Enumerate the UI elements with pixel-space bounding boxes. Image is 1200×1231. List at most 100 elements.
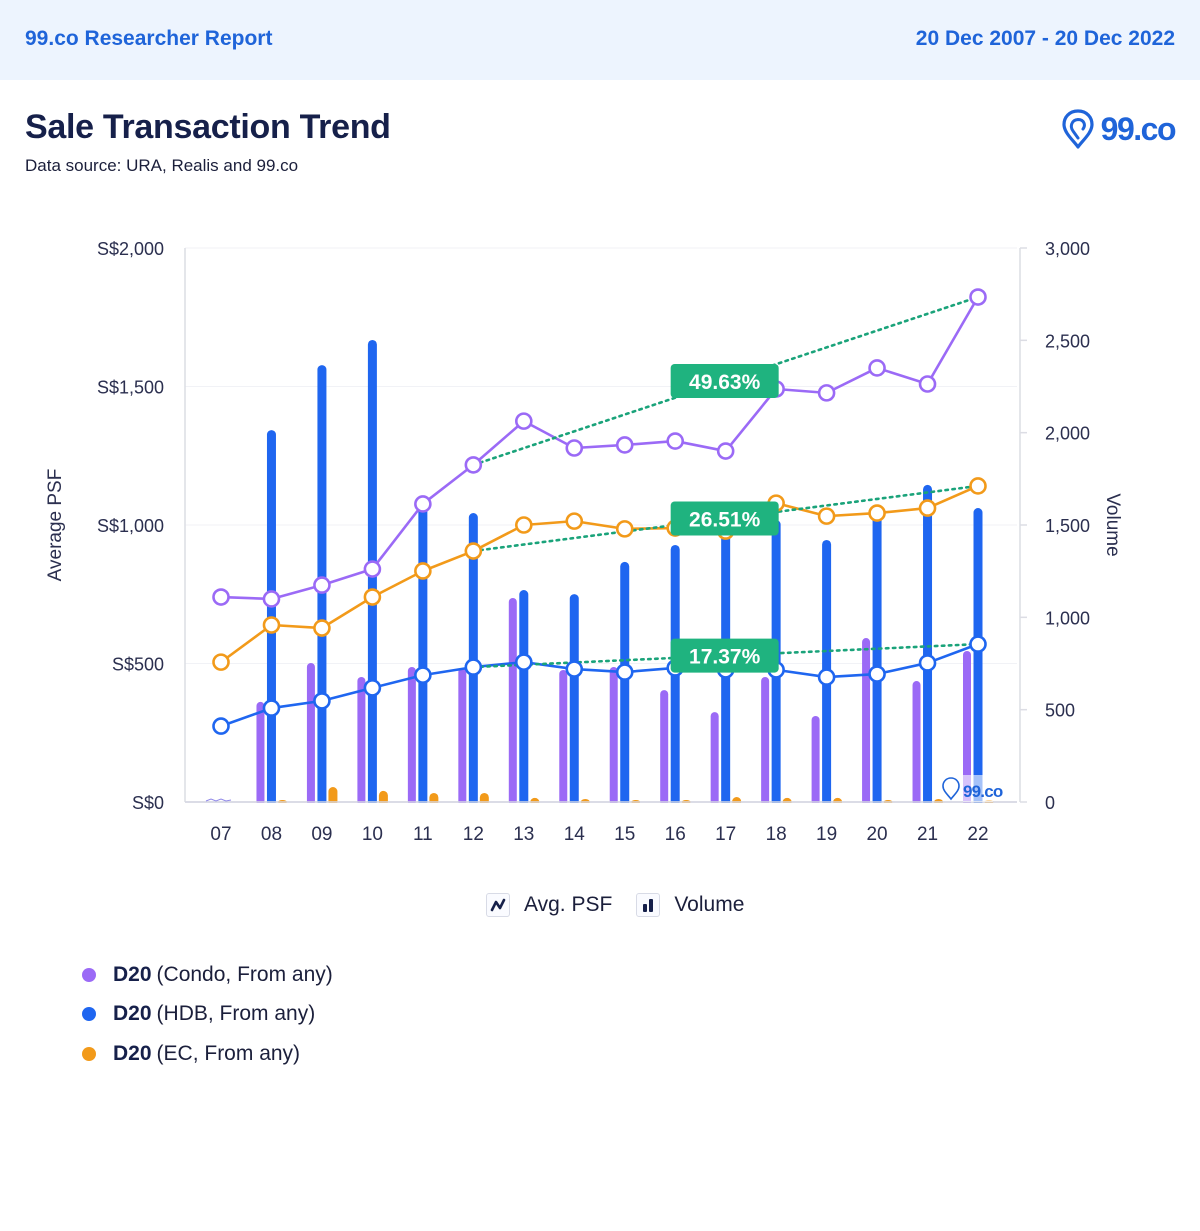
- y-right-tick-label: 500: [1045, 701, 1075, 721]
- y-right-tick-label: 0: [1045, 793, 1055, 813]
- condo-avg-psf-point: [313, 576, 331, 594]
- series-district: D20: [113, 1041, 152, 1065]
- y-right-tick-label: 2,500: [1045, 331, 1090, 351]
- hdb-volume-bar: [418, 505, 428, 807]
- series-legend-hdb[interactable]: D20 (HDB, From any): [82, 995, 333, 1035]
- hdb-trend-label-box: [670, 638, 779, 673]
- condo-avg-psf-point: [262, 590, 281, 608]
- x-tick-label: 22: [967, 824, 988, 845]
- legend-toggle-volume-label: Volume: [674, 893, 745, 916]
- series-descriptor: (Condo, From any): [156, 962, 333, 986]
- bar-chart-icon: [636, 893, 661, 917]
- page-title: Sale Transaction Trend: [25, 108, 391, 146]
- ec-avg-psf-point: [212, 653, 230, 671]
- condo-volume-bar: [761, 676, 770, 806]
- condo-avg-psf-point: [666, 432, 685, 450]
- x-tick-label: 18: [766, 824, 787, 845]
- hdb-avg-psf-point: [969, 635, 987, 653]
- y-left-tick-label: S$0: [132, 793, 164, 813]
- condo-avg-psf-point: [514, 412, 533, 430]
- condo-volume-bar: [862, 638, 871, 806]
- condo-avg-psf-point: [363, 560, 382, 578]
- condo-avg-psf-line: [220, 296, 980, 601]
- hdb-avg-psf-point: [262, 699, 281, 717]
- y-right-axis-title: Volume: [1102, 493, 1123, 556]
- grid-lines: [185, 247, 1017, 664]
- hdb-volume-bar: [620, 561, 630, 807]
- condo-volume-bar: [963, 650, 971, 806]
- condo-avg-psf-point: [414, 495, 432, 513]
- x-tick-label: 21: [917, 824, 938, 845]
- location-pin-icon: [942, 777, 960, 801]
- hdb-avg-psf-point: [212, 717, 230, 735]
- ec-avg-psf-point: [969, 477, 987, 495]
- watermark-text: 99.co: [963, 782, 1003, 801]
- trend-labels: 49.63% 26.51% 17.37%: [670, 363, 779, 673]
- hdb-avg-psf-point: [464, 658, 483, 676]
- baseline-mask: [186, 803, 1018, 813]
- condo-avg-psf-point: [868, 359, 886, 377]
- legend-toggle-volume[interactable]: Volume: [636, 893, 744, 917]
- condo-volume-bar: [407, 667, 416, 806]
- ec-avg-psf-line: [220, 484, 979, 664]
- condo-avg-psf-point: [716, 442, 735, 460]
- report-header: 99.co Researcher Report 20 Dec 2007 - 20…: [0, 0, 1200, 80]
- ec-avg-psf-point: [464, 542, 483, 560]
- series-legend-condo[interactable]: D20 (Condo, From any): [82, 955, 333, 995]
- condo-volume-bar: [508, 597, 517, 806]
- hdb-avg-psf-point: [514, 653, 533, 671]
- condo-avg-psf-point: [615, 436, 634, 454]
- condo-volume-bar: [811, 715, 820, 806]
- series-legend-ec[interactable]: D20 (EC, From any): [82, 1034, 333, 1074]
- x-tick-label: 12: [463, 824, 484, 845]
- series-descriptor: (EC, From any): [156, 1041, 301, 1065]
- report-brand: 99.co Researcher Report: [25, 27, 273, 50]
- condo-avg-psf-point: [918, 375, 937, 393]
- x-tick-label: 09: [311, 824, 332, 845]
- condo-volume-bar: [559, 669, 568, 806]
- ec-avg-psf-point: [363, 588, 382, 606]
- date-range: 20 Dec 2007 - 20 Dec 2022: [915, 27, 1175, 50]
- condo-trend-label: 49.63%: [689, 371, 761, 394]
- avg-psf-points: [212, 288, 987, 735]
- x-tick-label: 15: [614, 824, 635, 845]
- condo-avg-psf-point: [212, 588, 230, 606]
- ec-avg-psf-point: [868, 504, 886, 522]
- ec-trend-label-box: [670, 501, 779, 536]
- hdb-avg-psf-point: [918, 654, 937, 672]
- hdb-avg-psf-point: [414, 666, 432, 684]
- y-right-tick-label: 1,000: [1045, 608, 1090, 628]
- sale-transaction-chart: S$0 S$500 S$1,000 S$1,500 S$2,000 0 500 1,000 1,…: [45, 239, 1123, 845]
- condo-volume-bar: [609, 667, 618, 806]
- hdb-avg-psf-point: [363, 679, 382, 697]
- hdb-avg-psf-point: [615, 663, 634, 681]
- x-tick-label: 19: [816, 824, 837, 845]
- volume-bars: [185, 339, 1018, 813]
- axes: S$0 S$500 S$1,000 S$1,500 S$2,000 0 500 1,000 1,…: [45, 239, 1123, 845]
- y-left-tick-label: S$1,500: [97, 378, 164, 398]
- x-tick-label: 16: [665, 824, 686, 845]
- y-right-tick-label: 2,000: [1045, 424, 1090, 444]
- legend-toggle-avg-psf[interactable]: Avg. PSF: [486, 893, 612, 917]
- line-chart-icon: [486, 893, 510, 917]
- y-left-tick-label: S$1,000: [97, 516, 164, 536]
- location-pin-icon: [1062, 109, 1094, 149]
- y-left-axis-title: Average PSF: [45, 469, 66, 582]
- chart-watermark: 99.co: [942, 775, 1004, 802]
- hdb-avg-psf-point: [868, 665, 886, 683]
- avg-psf-lines: [220, 296, 980, 728]
- brand-logo-text: 99.co: [1100, 110, 1177, 147]
- x-tick-label: 11: [413, 824, 433, 845]
- brand-logo: 99.co: [1061, 108, 1177, 150]
- condo-avg-psf-point: [817, 384, 836, 402]
- hdb-avg-psf-point: [313, 692, 331, 710]
- legend-toggle-avg-psf-label: Avg. PSF: [524, 893, 613, 916]
- condo-volume-bar: [306, 662, 315, 806]
- ec-avg-psf-point: [817, 507, 836, 525]
- ec-color-dot: [82, 1046, 96, 1061]
- ec-avg-psf-point: [262, 616, 281, 634]
- x-tick-label: 17: [715, 824, 736, 845]
- condo-volume-bar: [660, 690, 669, 806]
- condo-volume-bar: [912, 681, 921, 806]
- hdb-volume-bar: [973, 508, 983, 807]
